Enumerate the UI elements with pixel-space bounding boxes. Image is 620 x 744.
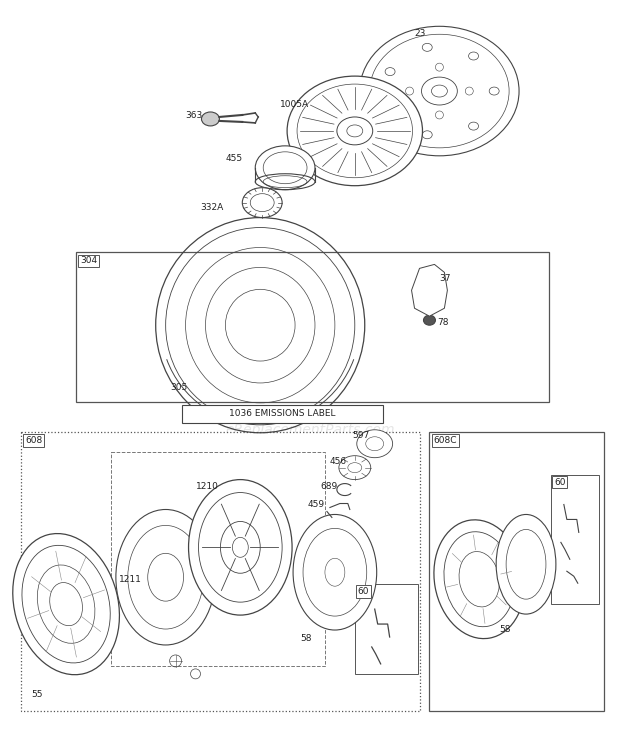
Text: 363: 363 xyxy=(185,112,203,121)
Text: 332A: 332A xyxy=(200,203,224,212)
Ellipse shape xyxy=(232,537,248,557)
Text: 304: 304 xyxy=(80,257,97,266)
Ellipse shape xyxy=(459,551,500,607)
Ellipse shape xyxy=(360,26,519,155)
Ellipse shape xyxy=(116,510,215,645)
Text: 58: 58 xyxy=(300,635,311,644)
Ellipse shape xyxy=(496,514,556,614)
FancyBboxPatch shape xyxy=(182,405,383,423)
Text: 60: 60 xyxy=(358,587,370,596)
Ellipse shape xyxy=(356,430,392,458)
Text: 60: 60 xyxy=(554,478,565,487)
Ellipse shape xyxy=(202,112,219,126)
Text: 78: 78 xyxy=(438,318,449,327)
Ellipse shape xyxy=(13,533,120,675)
Text: 305: 305 xyxy=(170,383,188,392)
Bar xyxy=(551,475,599,604)
Text: 459: 459 xyxy=(308,500,325,509)
Text: eReplacementParts.com: eReplacementParts.com xyxy=(225,423,395,437)
Ellipse shape xyxy=(242,187,282,217)
Text: 1210: 1210 xyxy=(195,482,218,491)
Text: 1211: 1211 xyxy=(119,574,142,584)
Text: 608: 608 xyxy=(25,436,43,445)
Ellipse shape xyxy=(293,514,377,630)
Ellipse shape xyxy=(423,315,435,325)
Ellipse shape xyxy=(255,146,315,190)
Text: 1036 EMISSIONS LABEL: 1036 EMISSIONS LABEL xyxy=(229,409,335,418)
Text: 55: 55 xyxy=(31,690,43,699)
Text: 597: 597 xyxy=(352,432,369,440)
Text: 1005A: 1005A xyxy=(280,100,309,109)
Ellipse shape xyxy=(287,76,422,186)
Ellipse shape xyxy=(50,583,82,626)
Text: 608C: 608C xyxy=(433,436,457,445)
Bar xyxy=(21,432,420,711)
Bar xyxy=(111,452,325,666)
Text: 689: 689 xyxy=(320,482,337,491)
Bar xyxy=(76,252,549,402)
Bar xyxy=(355,584,417,674)
Ellipse shape xyxy=(339,455,371,480)
Text: 58: 58 xyxy=(499,624,511,634)
Ellipse shape xyxy=(188,480,292,615)
Text: 37: 37 xyxy=(440,274,451,283)
Text: 456: 456 xyxy=(330,457,347,466)
Ellipse shape xyxy=(434,520,525,638)
Polygon shape xyxy=(412,264,448,316)
Text: 23: 23 xyxy=(415,29,426,38)
Bar xyxy=(430,432,604,711)
Ellipse shape xyxy=(432,85,448,97)
Text: 455: 455 xyxy=(226,154,242,163)
